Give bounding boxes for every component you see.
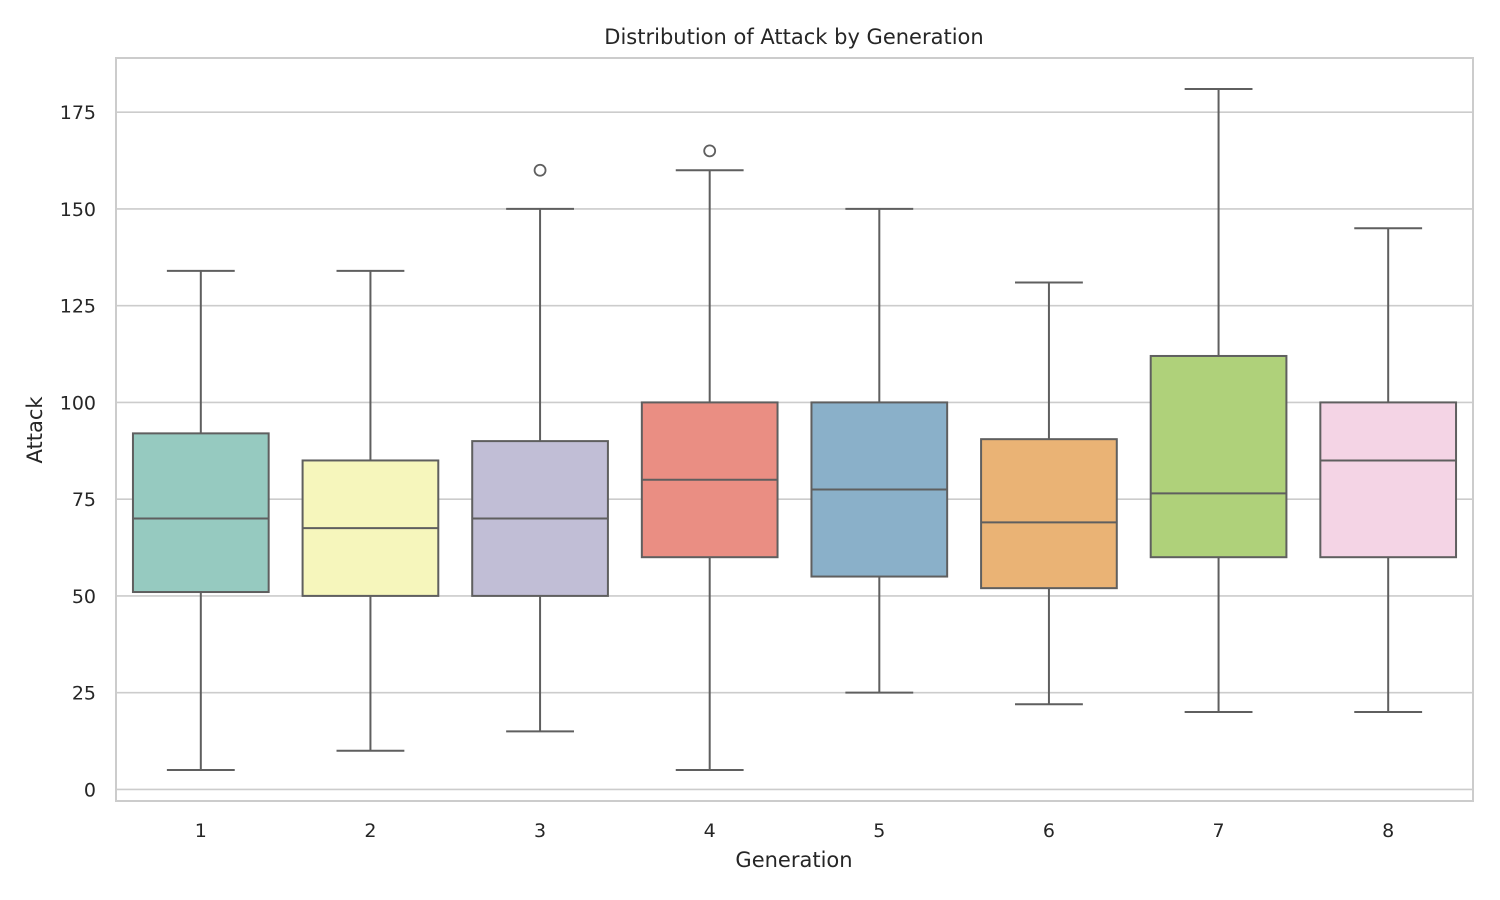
y-tick-labels: 0 25 50 75 100 125 150 175 [60,102,96,801]
y-tick-label: 50 [72,586,96,608]
x-tick-label: 3 [534,820,546,842]
box-generation-3 [471,163,609,733]
y-axis-label: Attack [23,396,47,464]
iqr-box [1319,401,1458,559]
box-generation-8 [1319,227,1458,713]
outlier-point [533,163,547,177]
x-tick-label: 5 [873,820,885,842]
y-tick-label: 150 [60,199,96,221]
box-generation-4 [640,144,779,772]
y-tick-label: 75 [72,489,96,511]
box-generation-7 [1149,87,1288,713]
box-generation-5 [810,207,949,694]
iqr-box [980,438,1118,590]
chart-title: Distribution of Attack by Generation [604,25,983,49]
x-tick-label: 1 [195,820,207,842]
outlier-point [703,144,717,158]
x-tick-label: 6 [1043,820,1055,842]
y-tick-label: 25 [72,683,96,705]
boxes [131,87,1458,772]
box-generation-6 [980,281,1118,706]
x-tick-label: 7 [1213,820,1225,842]
y-tick-label: 100 [60,392,96,414]
x-axis-label: Generation [735,848,852,872]
x-tick-labels: 1 2 3 4 5 6 7 8 [195,820,1394,842]
x-tick-label: 8 [1382,820,1394,842]
iqr-box [1149,354,1288,559]
iqr-box [131,432,270,594]
x-tick-label: 2 [364,820,376,842]
plot-frame [115,57,1474,802]
box-generation-2 [301,269,440,752]
y-tick-label: 125 [60,296,96,318]
y-tick-label: 175 [60,102,96,124]
box-generation-1 [131,269,270,772]
x-tick-label: 4 [704,820,716,842]
y-tick-label: 0 [84,779,96,801]
